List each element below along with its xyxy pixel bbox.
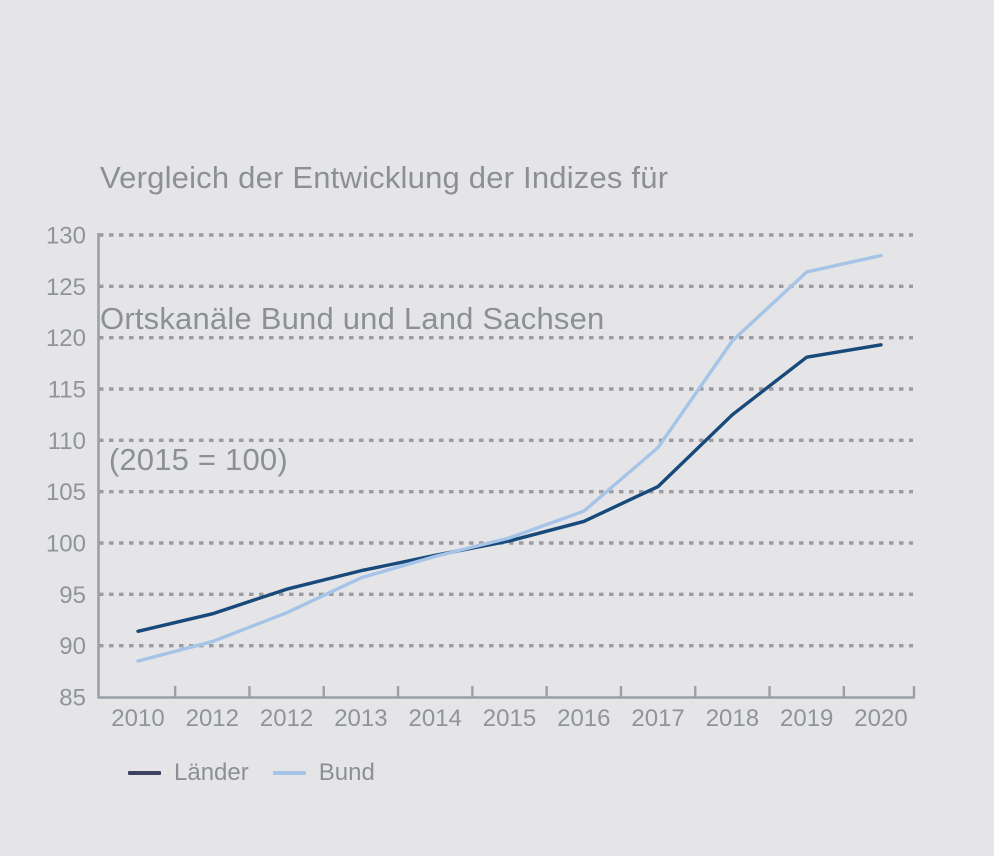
y-axis-tick-label: 90 [59, 633, 86, 660]
x-axis-tick-label: 2019 [780, 705, 833, 732]
series-line-bund [136, 253, 883, 663]
y-axis-tick-label: 85 [59, 685, 86, 712]
chart-title-line-2: Ortskanäle Bund und Land Sachsen [100, 301, 605, 336]
x-axis-tick-label: 2018 [706, 705, 759, 732]
x-axis-tick-label: 2020 [854, 705, 907, 732]
legend-item-bund: Bund [272, 759, 375, 787]
x-axis-tick-label: 2014 [409, 705, 462, 732]
chart-legend: Länder Bund [128, 759, 375, 787]
x-axis-tick-label: 2017 [631, 705, 684, 732]
x-axis-tick-label: 2012 [186, 705, 239, 732]
series-line-lnder [136, 343, 883, 633]
y-axis-tick-label: 100 [46, 531, 86, 558]
y-axis-tick-label: 130 [46, 223, 86, 250]
x-axis-tick-label: 2015 [483, 705, 536, 732]
x-axis-tick-label: 2016 [557, 705, 610, 732]
laender-line-swatch [128, 771, 161, 775]
chart-title: Vergleich der Entwicklung der Indizes fü… [100, 60, 668, 577]
y-axis-tick-label: 95 [59, 582, 86, 609]
legend-label-bund: Bund [318, 759, 375, 786]
y-axis-tick-label: 110 [48, 428, 86, 455]
x-axis-tick-label: 2012 [260, 705, 313, 732]
y-axis-tick-label: 125 [46, 274, 86, 301]
y-axis-tick-label: 115 [48, 377, 86, 404]
x-axis-tick-label: 2013 [334, 705, 387, 732]
x-axis-tick-label: 2010 [111, 705, 164, 732]
legend-item-laender: Länder [128, 759, 249, 787]
bund-line-swatch [272, 771, 306, 775]
chart-title-line-1: Vergleich der Entwicklung der Indizes fü… [100, 160, 669, 195]
y-axis-tick-label: 120 [46, 325, 86, 352]
y-axis-tick-label: 105 [46, 479, 86, 506]
legend-label-laender: Länder [174, 759, 249, 786]
chart-title-line-3: (2015 = 100) [100, 442, 288, 477]
